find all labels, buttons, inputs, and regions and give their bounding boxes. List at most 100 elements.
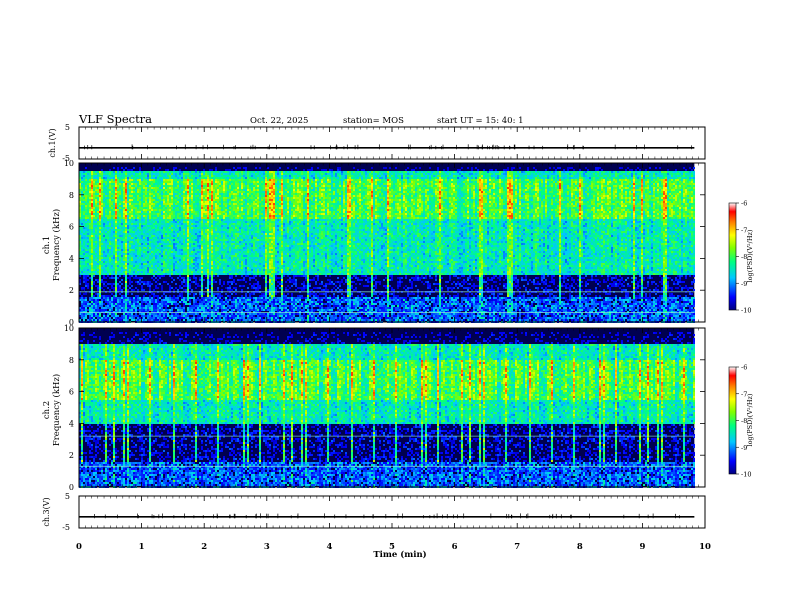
ch1-spectrogram-cell (97, 245, 99, 247)
ch1-spectrogram-cell (151, 315, 153, 317)
ch1-waveform-panel: ch.1(V) 5 -5 (48, 123, 706, 163)
ch1-spectrogram-cell (195, 219, 197, 221)
ch1-spectrogram-cell (199, 239, 201, 241)
ch1-spectrogram-cell (201, 219, 203, 221)
ch1-spectrogram-cell (177, 261, 179, 263)
ch1-spectrogram-cell (183, 189, 185, 191)
ch1-spectrogram-cell (99, 303, 101, 305)
ch1-spectrogram-cell (183, 255, 185, 257)
ch1-spectrogram-cell (175, 211, 177, 213)
ch1-spectrogram-cell (97, 205, 99, 207)
ch1-spectrogram-cell (209, 243, 211, 245)
ch1-spectrogram-cell (209, 261, 211, 263)
ch1-spectrogram-cell (197, 269, 199, 271)
ch1-spectrogram-cell (95, 199, 97, 201)
ch1-spectrogram-cell (105, 207, 107, 209)
ch1-spectrogram-cell (181, 235, 183, 237)
ch1-spectrogram-cell (123, 273, 125, 275)
ch1-spectrogram-cell (83, 255, 85, 257)
ch1-spectrogram-cell (205, 223, 207, 225)
ch1-spectrogram-cell (201, 189, 203, 191)
ch1-spectrogram-cell (121, 219, 123, 221)
ch1-spectrogram-cell (119, 213, 121, 215)
ch1-spectrogram-cell (119, 191, 121, 193)
ch1-spectrogram-cell (137, 243, 139, 245)
ch1-spectrogram-cell (175, 265, 177, 267)
ch1-spectrogram-cell (195, 239, 197, 241)
ch1-spectrogram-cell (163, 293, 165, 295)
ch1-spectrogram-cell (99, 315, 101, 317)
ch1-spectrogram-cell (97, 207, 99, 209)
ch1-spectrogram-cell (137, 269, 139, 271)
ch1-spectrogram-cell (147, 225, 149, 227)
ch1-spectrogram-cell (101, 249, 103, 251)
ch1-spectrogram-cell (193, 231, 195, 233)
ch1-spectrogram-cell (129, 233, 131, 235)
ch1-spectrogram-cell (185, 315, 187, 317)
ch1-spectrogram-cell (169, 295, 171, 297)
ch1-spectrogram-cell (139, 233, 141, 235)
ch1-spectrogram-cell (191, 261, 193, 263)
ch1-spectrogram-cell (165, 169, 167, 171)
ch1-spectrogram-cell (141, 305, 143, 307)
ch1-spectrogram-cell (123, 299, 125, 301)
ch1-spectrogram-cell (201, 199, 203, 201)
ch1-spectrogram-cell (203, 269, 205, 271)
ch1-spectrogram-cell (101, 183, 103, 185)
ch1-spectrogram-cell (173, 261, 175, 263)
ch1-spectrogram-cell (117, 239, 119, 241)
ch1-spectrogram-cell (173, 247, 175, 249)
ch1-spectrogram-cell (103, 229, 105, 231)
ch1-spectrogram-cell (109, 203, 111, 205)
ch1-spectrogram-cell (123, 213, 125, 215)
ch1-spectrogram-cell (135, 287, 137, 289)
ch1-spectrogram-cell (91, 171, 93, 173)
ch1-spectrogram-cell (213, 247, 215, 249)
ch1-spectrogram-cell (179, 241, 181, 243)
ch1-spectrogram-cell (209, 245, 211, 247)
ch1-spectrogram-cell (199, 215, 201, 217)
ch1-spectrogram-cell (85, 191, 87, 193)
ch1-spectrogram-cell (175, 229, 177, 231)
ch1-spectrogram-cell (201, 177, 203, 179)
ch1-spectrogram-cell (151, 201, 153, 203)
ch1-spectrogram-cell (193, 195, 195, 197)
ch1-spectrogram-cell (101, 253, 103, 255)
ch1-spectrogram-cell (113, 313, 115, 315)
ch1-spectrogram-cell (167, 183, 169, 185)
ch1-spectrogram-cell (139, 267, 141, 269)
ch1-spectrogram-cell (191, 317, 193, 319)
ch1-spectrogram-cell (201, 287, 203, 289)
ch1-spectrogram-cell (109, 189, 111, 191)
ch1-spectrogram-cell (79, 267, 81, 269)
ch1-spectrogram-cell (103, 223, 105, 225)
ch1-spectrogram-cell (129, 225, 131, 227)
ch1-spectrogram-cell (89, 183, 91, 185)
ch1-spectrogram-cell (187, 217, 189, 219)
ch1-spectrogram-cell (103, 299, 105, 301)
ch1-spectrogram-cell (97, 209, 99, 211)
ch1-spectrogram-cell (159, 319, 161, 321)
ch1-spectrogram-cell (181, 229, 183, 231)
ch1-spectrogram-cell (173, 299, 175, 301)
ch1-spectrogram-cell (89, 233, 91, 235)
ch1-spectrogram-cell (189, 247, 191, 249)
ch1-spectrogram-cell (145, 243, 147, 245)
ch1-spectrogram-cell (105, 259, 107, 261)
ch1-spectrogram-cell (85, 175, 87, 177)
ch1-spectrogram-cell (81, 253, 83, 255)
ch1-spectrogram-cell (207, 187, 209, 189)
ch1-spectrogram-cell (157, 195, 159, 197)
ch1-spectrogram-cell (157, 257, 159, 259)
ch1-spectrogram-cell (201, 225, 203, 227)
ch1-spectrogram-cell (115, 237, 117, 239)
ch1-spectrogram-cell (81, 175, 83, 177)
ch1-spectrogram-cell (103, 297, 105, 299)
ch1-spectrogram-cell (151, 283, 153, 285)
ch1-spectrogram-cell (201, 245, 203, 247)
ch1-spectrogram-cell (171, 299, 173, 301)
ch1-spectrogram-cell (149, 285, 151, 287)
ch1-spectrogram-cell (115, 299, 117, 301)
ch1-spectrogram-cell (147, 303, 149, 305)
ch1-spectrogram-cell (157, 225, 159, 227)
